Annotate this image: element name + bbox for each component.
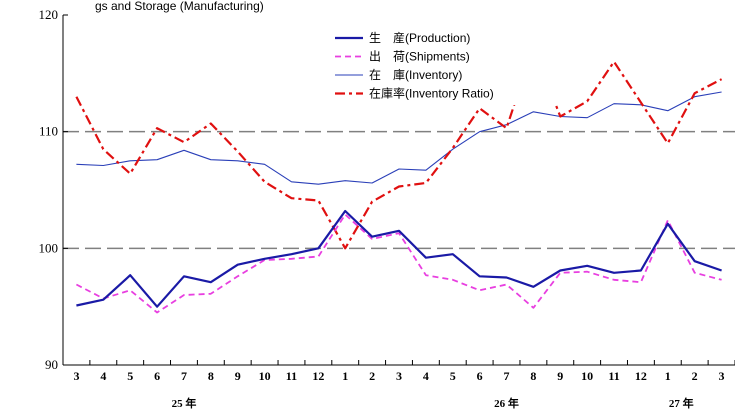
x-tick-label: 9: [235, 369, 241, 383]
year-label: 26 年: [494, 396, 519, 410]
x-tick-label: 7: [181, 369, 187, 383]
x-tick-label: 3: [719, 369, 725, 383]
y-tick-label: 120: [39, 7, 59, 22]
x-tick-label: 5: [127, 369, 133, 383]
year-label: 27 年: [669, 396, 694, 410]
x-tick-label: 3: [73, 369, 79, 383]
x-tick-label: 3: [396, 369, 402, 383]
x-tick-label: 11: [608, 369, 619, 383]
x-tick-label: 8: [208, 369, 214, 383]
series-line-3: [75, 45, 723, 250]
legend: 生 産(Production) 出 荷(Shipments) 在 庫(Invento…: [318, 25, 563, 105]
legend-label-3: 在庫率(Inventory Ratio): [369, 86, 494, 101]
x-tick-label: 4: [423, 369, 429, 383]
series-line-1: [75, 213, 722, 314]
x-tick-label: 1: [665, 369, 671, 383]
x-tick-label: 8: [530, 369, 536, 383]
x-tick-label: 12: [635, 369, 647, 383]
x-tick-label: 1: [342, 369, 348, 383]
series-line-2: [76, 91, 722, 185]
x-tick-label: 5: [450, 369, 456, 383]
axes: [62, 14, 735, 366]
x-tick-label: 6: [477, 369, 483, 383]
x-tick-label: 2: [369, 369, 375, 383]
x-tick-label: 9: [557, 369, 563, 383]
x-tick-label: 6: [154, 369, 160, 383]
x-tick-label: 12: [312, 369, 324, 383]
legend-label-2: 在 庫(Inventory): [369, 68, 462, 82]
legend-label-1: 出 荷(Shipments): [369, 50, 470, 64]
x-tick-label: 11: [286, 369, 297, 383]
y-tick-label: 110: [39, 124, 58, 139]
x-tick-label: 4: [100, 369, 106, 383]
x-tick-label: 10: [259, 369, 271, 383]
series-line-0: [76, 209, 722, 308]
legend-label-0: 生 産(Production): [369, 30, 470, 45]
x-tick-label: 10: [581, 369, 593, 383]
y-tick-label: 100: [39, 240, 59, 255]
x-tick-label: 2: [692, 369, 698, 383]
series-layer: [75, 45, 723, 314]
y-tick-label: 90: [45, 357, 58, 372]
year-label: 25 年: [172, 396, 197, 410]
x-tick-label: 7: [504, 369, 510, 383]
top-caption: gs and Storage (Manufacturing): [95, 0, 264, 13]
grid-lines: [63, 130, 735, 250]
